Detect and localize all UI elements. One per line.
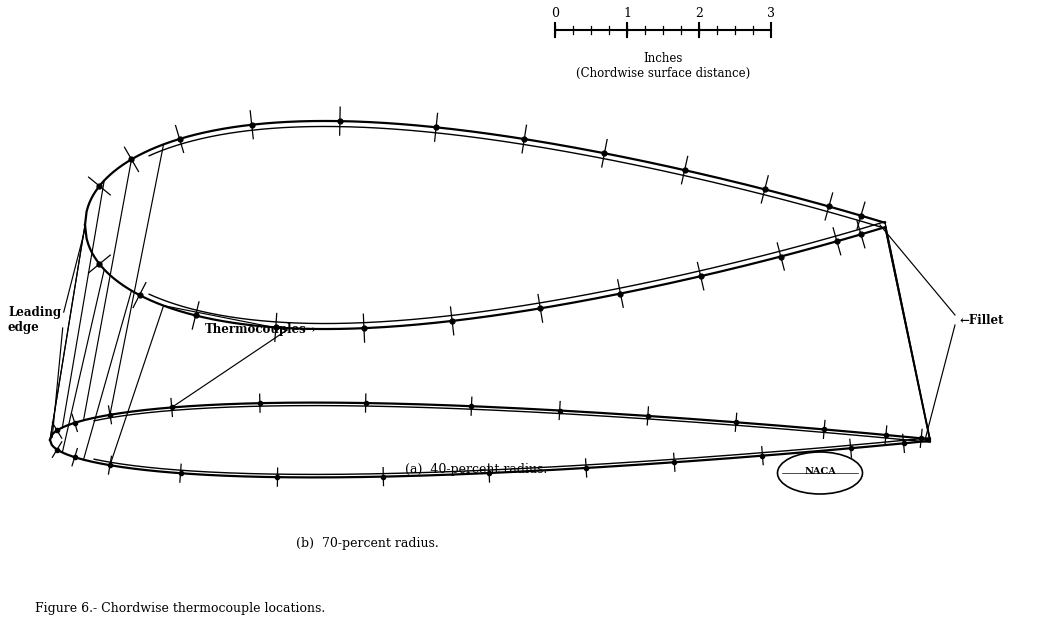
Text: 3: 3 xyxy=(767,7,775,20)
Text: Leading
edge: Leading edge xyxy=(8,306,61,334)
Text: (b)  70-percent radius.: (b) 70-percent radius. xyxy=(296,537,439,550)
Text: 0: 0 xyxy=(551,7,559,20)
Text: Figure 6.- Chordwise thermocouple locations.: Figure 6.- Chordwise thermocouple locati… xyxy=(35,602,326,615)
Text: (a)  40-percent radius.: (a) 40-percent radius. xyxy=(405,463,548,476)
Text: Inches
(Chordwise surface distance): Inches (Chordwise surface distance) xyxy=(576,52,750,80)
Text: 2: 2 xyxy=(695,7,703,20)
Text: NACA: NACA xyxy=(804,467,836,477)
Text: ←Fillet: ←Fillet xyxy=(960,314,1004,326)
Text: Thermocouples→: Thermocouples→ xyxy=(205,323,316,337)
Text: 1: 1 xyxy=(623,7,631,20)
